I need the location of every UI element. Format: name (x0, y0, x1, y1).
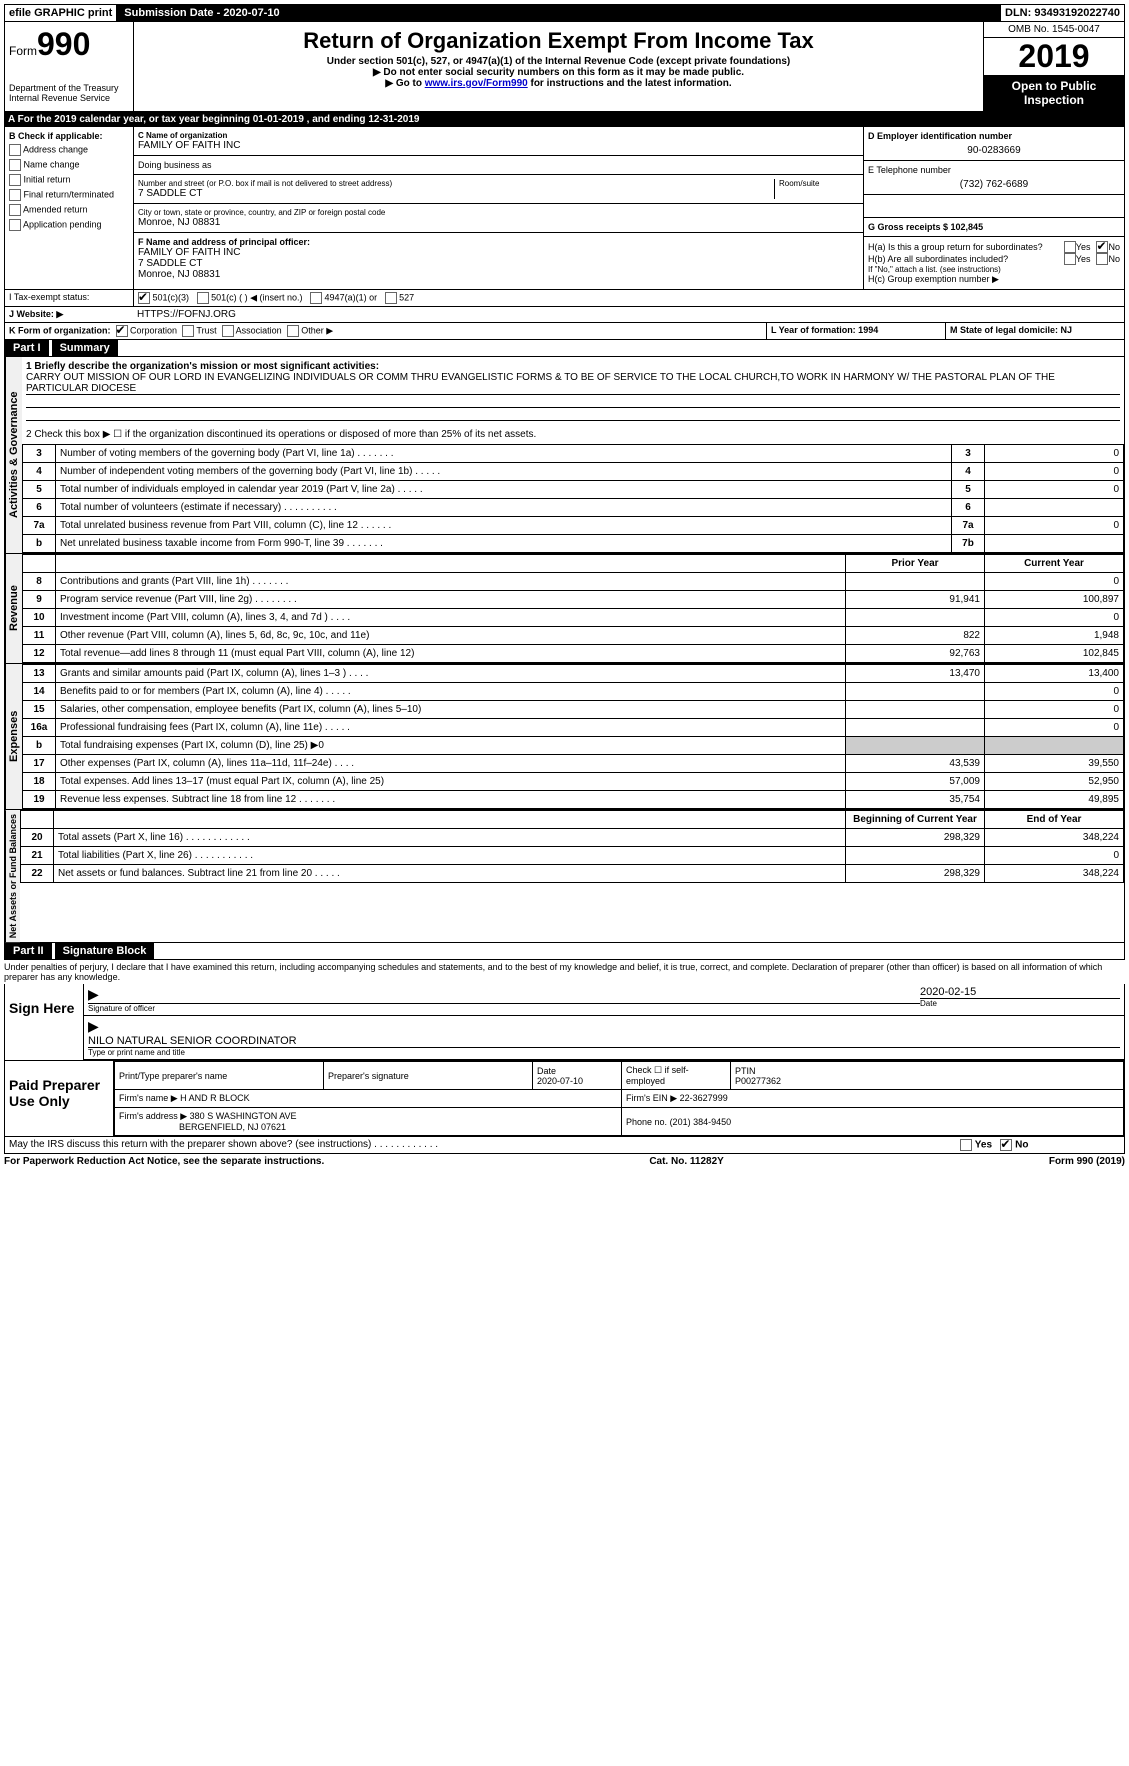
signature-block: Sign Here Signature of officer 2020-02-1… (4, 984, 1125, 1061)
street: 7 SADDLE CT (138, 188, 770, 199)
revenue-section: Revenue Prior YearCurrent Year 8Contribu… (4, 554, 1125, 664)
firm-address: 380 S WASHINGTON AVE (190, 1111, 297, 1121)
ha-yes-checkbox[interactable] (1064, 241, 1076, 253)
checkbox-line: Amended return (9, 204, 129, 216)
discuss-yes-checkbox[interactable] (960, 1139, 972, 1151)
entity-box: B Check if applicable: Address change Na… (4, 127, 1125, 290)
part-ii-header: Part II Signature Block (4, 943, 1125, 960)
hb-yes-checkbox[interactable] (1064, 253, 1076, 265)
column-d: D Employer identification number 90-0283… (863, 127, 1124, 289)
checkbox-line: Final return/terminated (9, 189, 129, 201)
officer-name-title: NILO NATURAL SENIOR COORDINATOR (88, 1035, 1120, 1047)
row-i: I Tax-exempt status: 501(c)(3) 501(c) ( … (4, 290, 1125, 307)
dln: DLN: 93493192022740 (1001, 5, 1124, 21)
row-a-period: A For the 2019 calendar year, or tax yea… (4, 112, 1125, 127)
officer-name: FAMILY OF FAITH INC (138, 247, 859, 258)
submission-date: Submission Date - 2020-07-10 (116, 5, 1001, 21)
ha-no-checkbox[interactable] (1096, 241, 1108, 253)
subtitle-3: ▶ Go to www.irs.gov/Form990 for instruct… (138, 78, 979, 89)
expenses-section: Expenses 13Grants and similar amounts pa… (4, 664, 1125, 810)
ptin: P00277362 (735, 1076, 781, 1086)
sig-date: 2020-02-15 (920, 986, 1120, 998)
discuss-row: May the IRS discuss this return with the… (4, 1137, 1125, 1154)
gross-receipts: G Gross receipts $ 102,845 (868, 222, 1120, 232)
mission-text: CARRY OUT MISSION OF OUR LORD IN EVANGEL… (26, 372, 1120, 395)
governance-table: 3Number of voting members of the governi… (22, 444, 1124, 553)
subtitle-2: ▶ Do not enter social security numbers o… (138, 67, 979, 78)
state-domicile: M State of legal domicile: NJ (945, 323, 1124, 339)
checkbox-line: Address change (9, 144, 129, 156)
revenue-table: Prior YearCurrent Year 8Contributions an… (22, 554, 1124, 663)
irs-label: Internal Revenue Service (9, 93, 129, 103)
tax-year: 2019 (984, 38, 1124, 75)
paid-preparer-block: Paid Preparer Use Only Print/Type prepar… (4, 1061, 1125, 1137)
irs-link[interactable]: www.irs.gov/Form990 (425, 78, 528, 89)
column-c: C Name of organization FAMILY OF FAITH I… (134, 127, 863, 289)
501c3-checkbox[interactable] (138, 292, 150, 304)
part-i-header: Part I Summary (4, 340, 1125, 357)
jurat-text: Under penalties of perjury, I declare th… (4, 960, 1125, 984)
net-assets-table: Beginning of Current YearEnd of Year 20T… (20, 810, 1124, 883)
ein: 90-0283669 (868, 145, 1120, 156)
telephone: (732) 762-6689 (868, 179, 1120, 190)
row-j: J Website: ▶ HTTPS://FOFNJ.ORG (4, 307, 1125, 323)
expenses-table: 13Grants and similar amounts paid (Part … (22, 664, 1124, 809)
activities-governance: Activities & Governance 1 Briefly descri… (4, 357, 1125, 554)
omb-number: OMB No. 1545-0047 (984, 22, 1124, 38)
efile-label: efile GRAPHIC print (5, 5, 116, 21)
prep-date: 2020-07-10 (537, 1076, 583, 1086)
checkbox-line: Name change (9, 159, 129, 171)
hb-no-checkbox[interactable] (1096, 253, 1108, 265)
open-public: Open to Public Inspection (984, 75, 1124, 111)
form-title: Return of Organization Exempt From Incom… (138, 28, 979, 54)
website: HTTPS://FOFNJ.ORG (133, 307, 1124, 322)
top-bar: efile GRAPHIC print Submission Date - 20… (4, 4, 1125, 22)
firm-name: H AND R BLOCK (180, 1093, 250, 1103)
corp-checkbox[interactable] (116, 325, 128, 337)
org-name: FAMILY OF FAITH INC (138, 140, 859, 151)
firm-ein: 22-3627999 (680, 1093, 728, 1103)
page-footer: For Paperwork Reduction Act Notice, see … (4, 1154, 1125, 1169)
dept-treasury: Department of the Treasury (9, 83, 129, 93)
firm-phone: (201) 384-9450 (670, 1117, 732, 1127)
form-number: Form990 (9, 26, 129, 63)
form-header: Form990 Department of the Treasury Inter… (4, 22, 1125, 112)
subtitle-1: Under section 501(c), 527, or 4947(a)(1)… (138, 56, 979, 67)
row-k: K Form of organization: Corporation Trus… (4, 323, 1125, 340)
discuss-no-checkbox[interactable] (1000, 1139, 1012, 1151)
city: Monroe, NJ 08831 (138, 217, 859, 228)
checkbox-line: Initial return (9, 174, 129, 186)
net-assets-section: Net Assets or Fund Balances Beginning of… (4, 810, 1125, 943)
column-b: B Check if applicable: Address change Na… (5, 127, 134, 289)
checkbox-line: Application pending (9, 219, 129, 231)
year-formation: L Year of formation: 1994 (766, 323, 945, 339)
